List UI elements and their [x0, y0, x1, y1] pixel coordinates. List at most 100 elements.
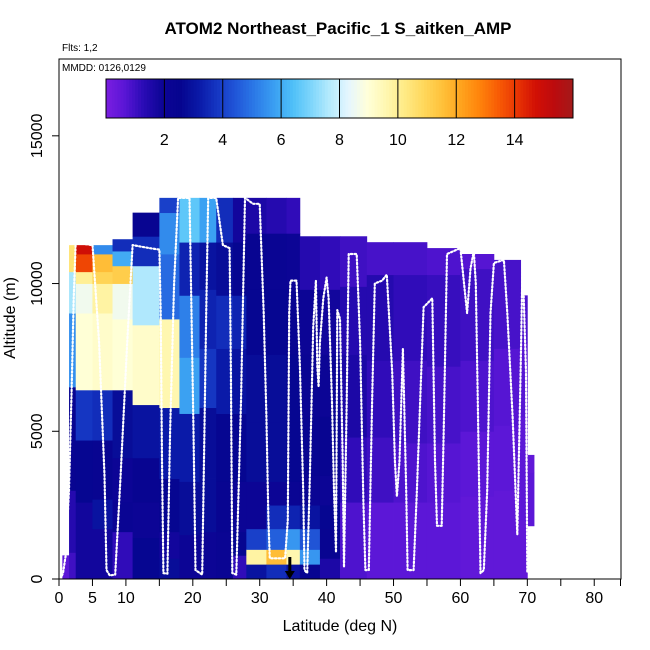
heatmap-cell: [393, 360, 428, 444]
x-axis-label: Latitude (deg N): [283, 618, 398, 635]
heatmap-cell: [286, 197, 301, 234]
colorbar-segment: [243, 79, 247, 118]
colorbar-segment: [213, 79, 218, 118]
colorbar-segment: [324, 79, 329, 118]
colorbar-segment: [269, 79, 273, 118]
colorbar-tick-label: 8: [335, 132, 344, 149]
colorbar-segment: [532, 79, 536, 118]
colorbar-segment: [187, 79, 192, 118]
colorbar-segment: [234, 79, 238, 118]
heatmap-cell: [246, 422, 267, 482]
heatmap-cell: [460, 254, 495, 270]
heatmap-cell: [92, 254, 113, 273]
heatmap-cell: [75, 245, 93, 255]
colorbar-segment: [295, 79, 300, 118]
colorbar-segment: [111, 79, 116, 118]
colorbar-segment: [488, 79, 492, 118]
colorbar-segment: [178, 79, 183, 118]
x-axis: 0 5 10 20 30 40 50 60 70 80: [55, 579, 621, 607]
colorbar-segment: [251, 79, 256, 118]
colorbar-segment: [170, 79, 174, 118]
heatmap-cell: [92, 528, 113, 580]
colorbar-segment: [167, 79, 171, 118]
heatmap-cell: [299, 354, 321, 417]
heatmap-cell: [520, 342, 528, 417]
colorbar-segment: [462, 79, 466, 118]
heatmap-cell: [246, 528, 267, 550]
colorbar-segment: [435, 79, 440, 118]
colorbar-segment: [237, 79, 241, 118]
colorbar-segment: [479, 79, 484, 118]
colorbar-segment: [529, 79, 533, 118]
colorbar-segment: [193, 79, 197, 118]
heatmap-cell: [216, 481, 234, 533]
heatmap-cell: [319, 528, 341, 559]
heatmap-cell: [286, 528, 301, 550]
heatmap-cell: [246, 354, 267, 423]
colorbar-segment: [336, 79, 340, 118]
colorbar-segment: [319, 79, 323, 118]
y-tick-label: 0: [29, 574, 46, 583]
colorbar-segment: [158, 79, 162, 118]
colorbar-segment: [345, 79, 349, 118]
colorbar-segment: [552, 79, 556, 118]
x-tick-label: 70: [518, 590, 536, 607]
heatmap-cell: [132, 324, 160, 406]
dates-label: MMDD: 0126,0129: [62, 63, 146, 74]
colorbar-segment: [181, 79, 186, 118]
colorbar-segment: [383, 79, 387, 118]
heatmap-cell: [112, 239, 133, 252]
heatmap-cell: [199, 531, 217, 580]
heatmap-cell: [299, 236, 321, 290]
colorbar-segment: [138, 79, 142, 118]
colorbar-segment: [117, 79, 122, 118]
heatmap-cell: [266, 354, 287, 423]
colorbar-segment: [164, 79, 168, 118]
heatmap-cell: [159, 531, 180, 559]
heatmap-cell: [179, 534, 200, 580]
colorbar-segment: [123, 79, 127, 118]
colorbar-segment: [429, 79, 434, 118]
colorbar-segment: [313, 79, 317, 118]
colorbar-segment: [441, 79, 446, 118]
colorbar-segment: [526, 79, 530, 118]
heatmap-cell: [199, 289, 217, 349]
colorbar-segment: [129, 79, 133, 118]
heatmap-cell: [69, 386, 77, 491]
colorbar-segment: [304, 79, 308, 118]
colorbar-segment: [459, 79, 463, 118]
colorbar-segment: [412, 79, 416, 118]
colorbar-segment: [135, 79, 139, 118]
heatmap-cell: [286, 422, 301, 482]
heatmap-cell: [340, 236, 368, 287]
colorbar-segment: [362, 79, 367, 118]
marker-arrowhead: [284, 571, 295, 579]
heatmap-cell: [199, 348, 217, 409]
colorbar-segment: [216, 79, 221, 118]
flights-label: Flts: 1,2: [62, 43, 98, 54]
colorbar-segment: [231, 79, 235, 118]
colorbar-segment: [397, 79, 402, 118]
colorbar-segment: [202, 79, 206, 118]
heatmap-cell: [340, 286, 368, 355]
colorbar-segment: [240, 79, 244, 118]
chart-title: ATOM2 Northeast_Pacific_1 S_aitken_AMP: [164, 19, 511, 38]
heatmap-cell: [266, 233, 287, 290]
heatmap-cell: [246, 289, 267, 355]
colorbar-segment: [225, 79, 230, 118]
heatmap-cell: [112, 319, 133, 391]
heatmap-cell: [132, 502, 160, 539]
x-tick-label: 5: [88, 590, 97, 607]
colorbar-segment: [354, 79, 358, 118]
colorbar-tick-label: 2: [160, 132, 169, 149]
colorbar-segment: [266, 79, 270, 118]
colorbar-segment: [549, 79, 554, 118]
colorbar-segment: [289, 79, 294, 118]
flight-track-line: [59, 196, 529, 581]
colorbar-segment: [359, 79, 364, 118]
colorbar-segment: [400, 79, 405, 118]
y-tick-label: 10000: [29, 261, 46, 306]
colorbar-segment: [316, 79, 320, 118]
colorbar-segment: [254, 79, 259, 118]
